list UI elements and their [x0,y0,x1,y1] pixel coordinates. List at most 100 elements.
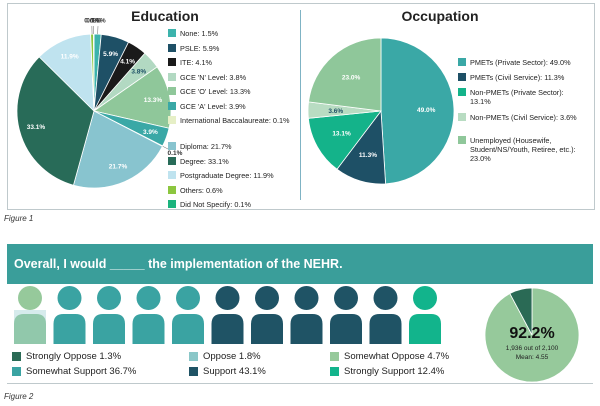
education-pie-chart: 1.5% 5.9%4.1% 3.8% 13.3% 3.9% 0.1% 21.7% 33.1% 1… [16,18,183,189]
support-legend-item: Support 43.1% [189,366,266,377]
pie-data-label: 21.7% [109,164,128,171]
legend-swatch [168,29,176,37]
person-figure [53,286,86,344]
pie-data-label: 4.1% [120,59,135,66]
legend-item: Degree: 33.1% [168,156,290,166]
legend-item: GCE 'O' Level: 13.3% [168,87,290,96]
legend-swatch [168,185,176,194]
legend-label: GCE 'N' Level: 3.8% [180,72,247,82]
figure1-panel [7,3,595,210]
legend-swatch [168,87,176,95]
pie-slice-diploma [72,110,163,189]
person-figure [93,286,125,344]
figure1-caption: Figure 1 [4,214,34,223]
legend-item: Did Not Specify: 0.1% [168,200,290,209]
legend-item: None: 1.5% [168,29,290,38]
legend-label: GCE 'A' Level: 3.9% [180,101,246,111]
legend-label: None: 1.5% [180,29,219,38]
legend-item: Non-PMETs (Private Sector): 13.1% [458,88,583,106]
support-legend-item: Somewhat Support 36.7% [12,366,136,377]
pie-slice-pmets-private-sector [380,37,455,185]
legend-label: International Baccalaureate: 0.1% [180,116,290,125]
pie-data-label: 23.0% [342,75,361,82]
legend-label: Strongly Support 12.4% [344,366,445,377]
support-pie-chart [484,287,580,383]
pie-data-label: 0.1% [86,18,101,25]
person-figure [409,286,441,344]
pie-data-label: 1.5% [91,18,106,25]
pie-data-label: 0.1% [168,150,183,157]
panel-divider [300,10,301,200]
pie-slice-non-pmets-private-sector [307,110,382,170]
legend-item: GCE 'A' Level: 3.9% [168,101,290,111]
person-figure [369,286,402,344]
person-figure [132,286,165,344]
legend-swatch [168,72,176,81]
support-mean: Mean: 4.55 [515,354,549,361]
pie-data-label: 49.0% [417,107,436,114]
pie-data-label: 13.3% [144,97,163,104]
legend-item: Postgraduate Degree: 11.9% [168,171,290,180]
legend-swatch [168,101,176,110]
legend-label: Non-PMETs (Private Sector): 13.1% [470,88,564,106]
question-text: Overall, I would _____ the implementatio… [14,257,343,271]
legend-swatch [458,58,466,66]
pie-data-label: 3.9% [143,129,158,136]
legend-label: Non-PMETs (Civil Service): 3.6% [470,113,577,122]
legend-swatch [168,142,176,150]
figure2-divider [7,383,593,384]
occupation-pie-chart: 49.0% 11.3% 13.1% 3.6% 23.0% [307,37,455,185]
legend-label: Somewhat Support 36.7% [26,366,137,377]
legend-item: PMETs (Private Sector): 49.0% [458,58,583,67]
legend-label: Did Not Specify: 0.1% [180,200,251,209]
pie-data-label: 11.3% [359,152,377,159]
legend-swatch [189,367,198,376]
legend-label: Unemployed (Housewife, Student/NS/Youth,… [470,136,576,163]
pie-slice-unemployed-housewife-student-ns-youth-retiree-etc [308,37,382,112]
legend-label: GCE 'O' Level: 13.3% [180,87,251,96]
legend-item: PMETs (Civil Service): 11.3% [458,73,583,82]
legend-label: PMETs (Private Sector): 49.0% [470,58,571,67]
pie-data-label: 13.1% [332,131,351,138]
legend-swatch [458,136,466,144]
pie-data-label: 0.6% [84,18,99,25]
legend-swatch [330,367,339,376]
oppose-highlight [14,310,46,344]
legend-swatch [12,367,21,376]
legend-swatch [168,58,176,66]
legend-label: Strongly Oppose 1.3% [26,351,122,362]
legend-swatch [458,73,466,81]
legend-swatch [458,113,466,121]
pie-slice-degree [16,56,95,186]
legend-item: PSLE: 5.9% [168,43,290,53]
legend-item: Unemployed (Housewife, Student/NS/Youth,… [458,136,583,163]
legend-item: International Baccalaureate: 0.1% [168,116,290,125]
legend-item: Non-PMETs (Civil Service): 3.6% [458,113,583,122]
legend-swatch [168,43,176,52]
figure2-caption: Figure 2 [4,392,34,401]
legend-swatch [458,88,466,96]
legend-swatch [189,352,198,361]
pie-data-label: 5.9% [103,51,118,58]
legend-label: PSLE: 5.9% [180,43,220,53]
person-figure [251,286,283,344]
legend-swatch [168,200,176,208]
legend-label: Degree: 33.1% [180,156,229,166]
legend-label: Diploma: 21.7% [180,142,232,151]
legend-swatch [168,156,176,165]
legend-label: Others: 0.6% [180,185,223,195]
person-figure [172,286,204,344]
person-figure [211,286,244,344]
pie-data-label: 3.6% [328,108,343,115]
legend-label: Somewhat Oppose 4.7% [344,351,450,362]
legend-label: Postgraduate Degree: 11.9% [180,171,274,180]
legend-swatch [12,352,21,361]
pie-data-label: 11.9% [61,54,79,61]
support-count: 1,936 out of 2,100 [505,345,559,352]
people-row [14,286,441,344]
person-figure [290,286,323,344]
legend-label: Oppose 1.8% [203,351,261,362]
occupation-title: Occupation [401,8,479,24]
pie-slice-other [509,287,533,336]
legend-item: ITE: 4.1% [168,58,290,67]
